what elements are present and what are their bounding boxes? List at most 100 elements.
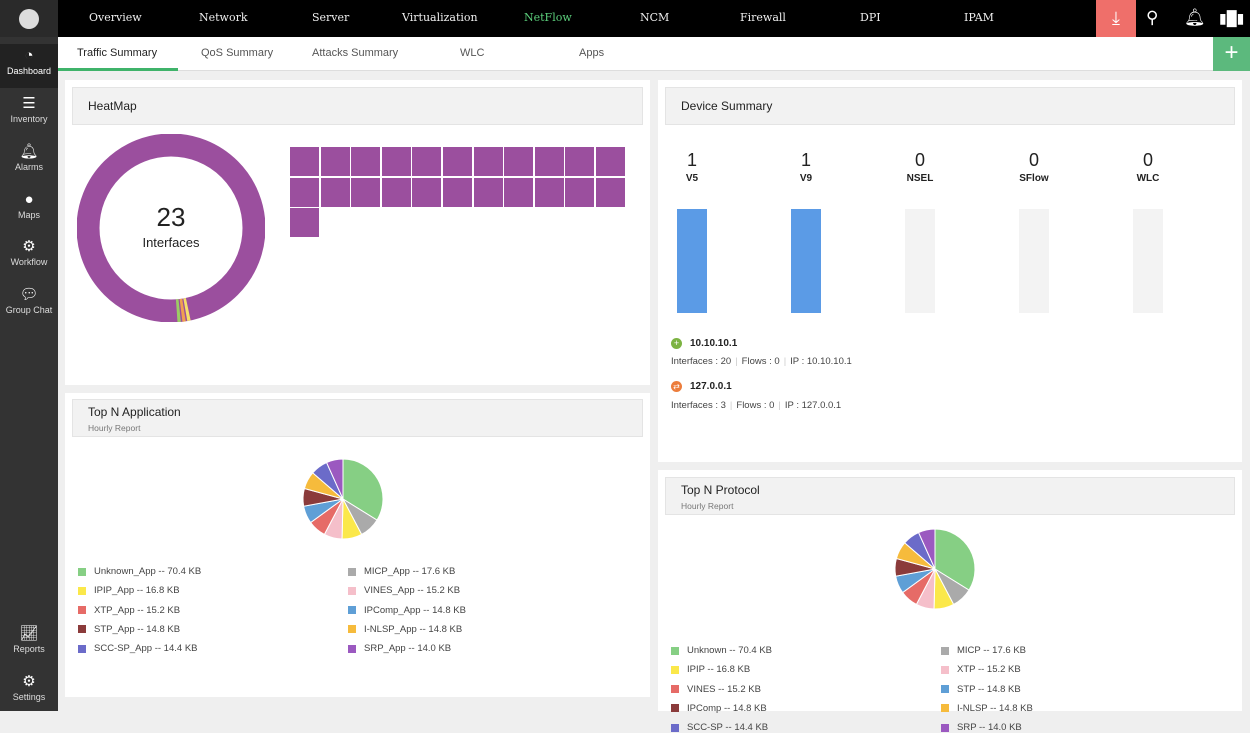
heatmap-tile[interactable]	[565, 147, 595, 176]
nav-dpi[interactable]: DPI	[860, 11, 881, 24]
legend-item[interactable]: SRP -- 14.0 KB	[941, 722, 1022, 733]
sidebar-item-dashboard[interactable]: ◔ Dashboard	[0, 44, 58, 88]
heatmap-tile[interactable]	[320, 177, 350, 207]
legend-label: I-NLSP -- 14.8 KB	[957, 702, 1033, 714]
heatmap-tile[interactable]	[320, 147, 350, 176]
nav-overview[interactable]: Overview	[89, 11, 142, 24]
legend-item[interactable]: IPComp -- 14.8 KB	[671, 703, 767, 714]
heatmap-tile[interactable]	[504, 147, 534, 176]
device-count: 0	[914, 150, 925, 170]
device-bar[interactable]	[677, 209, 707, 313]
legend-item[interactable]: IPComp_App -- 14.8 KB	[348, 605, 466, 616]
carousel-icon[interactable]: ▮█▮	[1219, 10, 1245, 26]
nav-ncm[interactable]: NCM	[640, 11, 670, 24]
legend-item[interactable]: MICP -- 17.6 KB	[941, 645, 1026, 656]
legend-swatch	[941, 723, 949, 732]
download-button[interactable]: ⤓	[1096, 0, 1136, 37]
heatmap-tile[interactable]	[351, 147, 381, 176]
device-details: Interfaces : 3 | Flows : 0 | IP : 127.0.0.1	[671, 400, 842, 411]
add-widget-button[interactable]: +	[1213, 37, 1250, 71]
device-name[interactable]: 127.0.0.1	[690, 381, 732, 392]
legend-item[interactable]: Unknown_App -- 70.4 KB	[78, 566, 201, 577]
legend-swatch	[78, 625, 86, 634]
heatmap-tile[interactable]	[290, 177, 319, 207]
legend-swatch	[671, 723, 679, 732]
alarm-bell-icon: 🔔︎	[19, 143, 39, 160]
avatar[interactable]	[0, 0, 58, 37]
interface-count: 23	[156, 202, 186, 232]
list-check-icon: ☰	[22, 95, 36, 112]
legend-item[interactable]: VINES_App -- 15.2 KB	[348, 585, 460, 596]
sidebar-item-group-chat[interactable]: 💬︎ Group Chat	[0, 285, 58, 315]
tab-traffic-summary[interactable]: Traffic Summary	[77, 47, 158, 59]
legend-label: STP -- 14.8 KB	[957, 683, 1021, 695]
nav-network[interactable]: Network	[199, 11, 248, 24]
nav-firewall[interactable]: Firewall	[740, 11, 786, 24]
device-bar[interactable]	[1019, 209, 1049, 313]
heatmap-tile[interactable]	[443, 147, 472, 176]
legend-item[interactable]: SRP_App -- 14.0 KB	[348, 643, 451, 654]
legend-item[interactable]: Unknown -- 70.4 KB	[671, 645, 772, 656]
legend-swatch	[78, 644, 86, 653]
heatmap-tile[interactable]	[412, 177, 442, 207]
sidebar-item-settings[interactable]: ⚙ Settings	[0, 672, 58, 702]
tab-wlc[interactable]: WLC	[460, 47, 485, 59]
legend-item[interactable]: IPIP_App -- 16.8 KB	[78, 585, 180, 596]
tab-attacks-summary[interactable]: Attacks Summary	[312, 47, 399, 59]
legend-item[interactable]: STP_App -- 14.8 KB	[78, 624, 180, 635]
sidebar-item-inventory[interactable]: ☰ Inventory	[0, 94, 58, 124]
device-bar[interactable]	[1133, 209, 1163, 313]
sidebar-item-alarms[interactable]: 🔔︎ Alarms	[0, 142, 58, 172]
device-count: 1	[800, 150, 811, 170]
pie-slice-srp[interactable]	[917, 528, 936, 570]
legend-item[interactable]: VINES -- 15.2 KB	[671, 684, 761, 695]
heatmap-tile[interactable]	[412, 147, 442, 176]
heatmap-tile[interactable]	[381, 177, 411, 207]
search-icon[interactable]: ⚲	[1146, 8, 1159, 27]
heatmap-tile[interactable]	[443, 177, 472, 207]
protocol-pie-chart[interactable]	[893, 527, 977, 611]
tab-apps[interactable]: Apps	[579, 47, 605, 59]
device-name[interactable]: 10.10.10.1	[690, 338, 738, 349]
device-bar[interactable]	[905, 209, 935, 313]
panel-title: Device Summary	[681, 99, 773, 113]
heatmap-tile[interactable]	[504, 177, 534, 207]
heatmap-tile[interactable]	[596, 177, 625, 207]
nav-server[interactable]: Server	[312, 11, 350, 24]
heatmap-tile[interactable]	[473, 177, 503, 207]
pie-slice-srp_app[interactable]	[325, 458, 344, 500]
heatmap-donut[interactable]	[77, 134, 265, 322]
nav-ipam[interactable]: IPAM	[964, 11, 994, 24]
heatmap-tile[interactable]	[290, 147, 319, 176]
application-pie-chart[interactable]	[301, 457, 385, 541]
device-bar[interactable]	[791, 209, 821, 313]
sidebar-item-workflow[interactable]: ⚙ Workflow	[0, 237, 58, 267]
sidebar-item-maps[interactable]: ● Maps	[0, 190, 58, 220]
heatmap-tile[interactable]	[351, 177, 381, 207]
legend-item[interactable]: I-NLSP -- 14.8 KB	[941, 703, 1033, 714]
legend-item[interactable]: SCC-SP -- 14.4 KB	[671, 722, 768, 733]
legend-item[interactable]: XTP_App -- 15.2 KB	[78, 605, 180, 616]
heatmap-tile[interactable]	[565, 177, 595, 207]
sidebar-item-reports[interactable]: 📈︎ Reports	[0, 624, 58, 654]
legend-item[interactable]: SCC-SP_App -- 14.4 KB	[78, 643, 198, 654]
heatmap-tile[interactable]	[534, 147, 564, 176]
legend-swatch	[671, 704, 679, 713]
nav-virtualization[interactable]: Virtualization	[402, 11, 478, 24]
heatmap-tile[interactable]	[534, 177, 564, 207]
donut-slice-green	[77, 134, 265, 322]
heatmap-tile[interactable]	[381, 147, 411, 176]
legend-item[interactable]: XTP -- 15.2 KB	[941, 664, 1021, 675]
heatmap-tile[interactable]	[473, 147, 503, 176]
panel-header: Device Summary	[665, 87, 1235, 125]
heatmap-tile[interactable]	[596, 147, 625, 176]
heatmap-tile[interactable]	[290, 208, 319, 238]
legend-item[interactable]: IPIP -- 16.8 KB	[671, 664, 750, 675]
legend-item[interactable]: MICP_App -- 17.6 KB	[348, 566, 455, 577]
nav-netflow[interactable]: NetFlow	[524, 11, 572, 24]
bell-icon[interactable]: 🔔︎	[1184, 8, 1206, 27]
tab-qos-summary[interactable]: QoS Summary	[201, 47, 274, 59]
legend-item[interactable]: STP -- 14.8 KB	[941, 684, 1021, 695]
legend-item[interactable]: I-NLSP_App -- 14.8 KB	[348, 624, 462, 635]
top-n-protocol-panel: Top N Protocol Hourly Report Unknown -- 7…	[658, 470, 1242, 733]
